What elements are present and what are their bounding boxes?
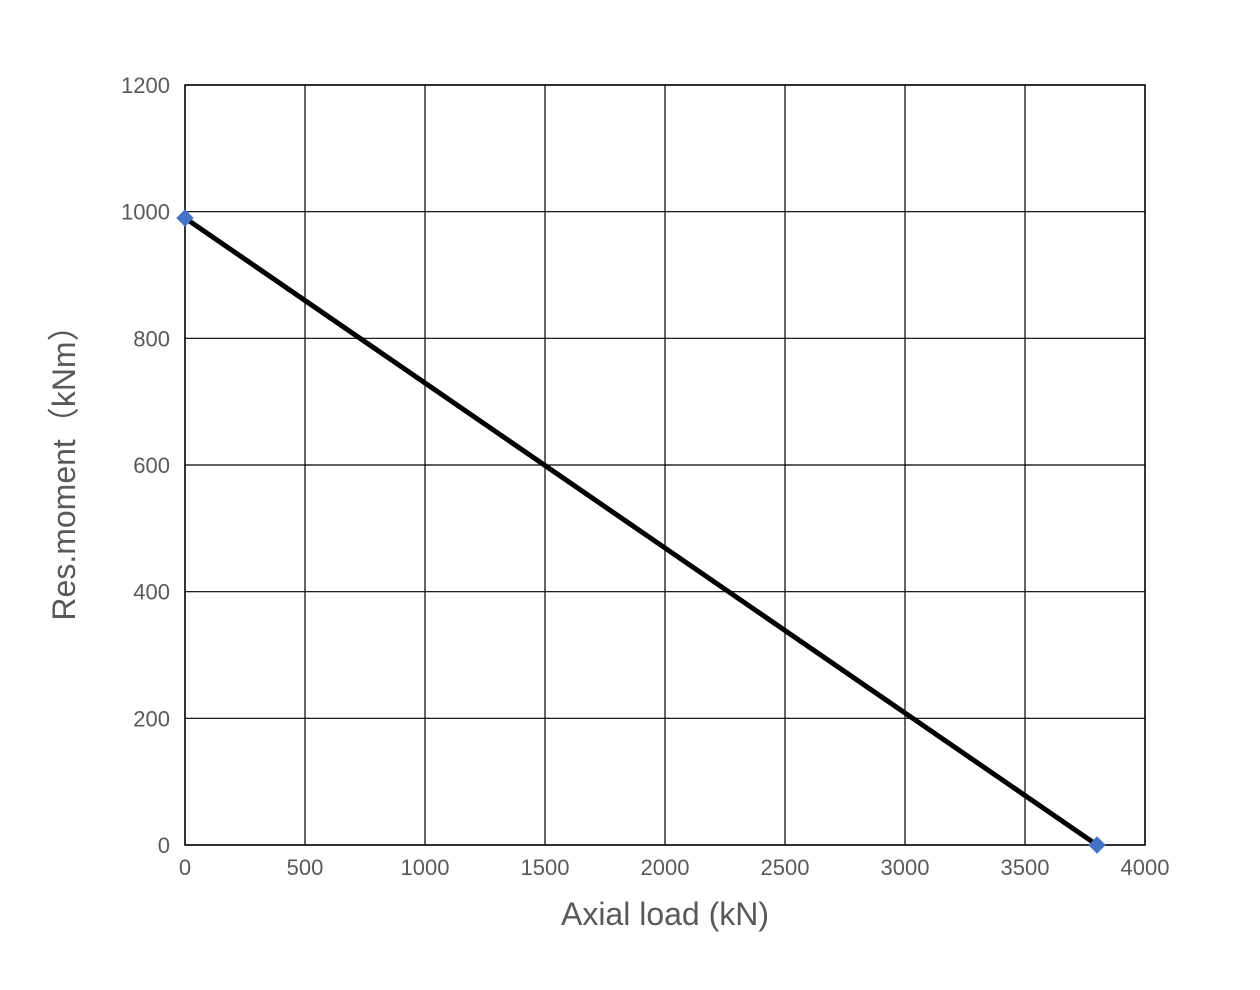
x-tick-label: 3000: [881, 855, 930, 880]
chart-svg: 0 500 1000 1500 2000 2500 3000 3500 4000 0 200 400 6…: [0, 0, 1260, 990]
x-axis-title: Axial load (kN): [561, 896, 769, 932]
x-tick-label: 3500: [1001, 855, 1050, 880]
y-tick-label: 1000: [121, 200, 170, 225]
x-tick-label: 0: [179, 855, 191, 880]
y-tick-label: 200: [133, 706, 170, 731]
x-tick-label: 1500: [521, 855, 570, 880]
x-tick-label: 500: [287, 855, 324, 880]
x-tick-label: 2000: [641, 855, 690, 880]
y-tick-label: 0: [158, 833, 170, 858]
x-tick-label: 2500: [761, 855, 810, 880]
y-tick-label: 1200: [121, 73, 170, 98]
y-tick-label: 400: [133, 580, 170, 605]
x-tick-label: 4000: [1121, 855, 1170, 880]
x-tick-label: 1000: [401, 855, 450, 880]
y-tick-label: 600: [133, 453, 170, 478]
y-tick-label: 800: [133, 326, 170, 351]
y-axis-title: Res.moment（kNm）: [46, 309, 82, 620]
chart-container: 0 500 1000 1500 2000 2500 3000 3500 4000 0 200 400 6…: [0, 0, 1260, 990]
